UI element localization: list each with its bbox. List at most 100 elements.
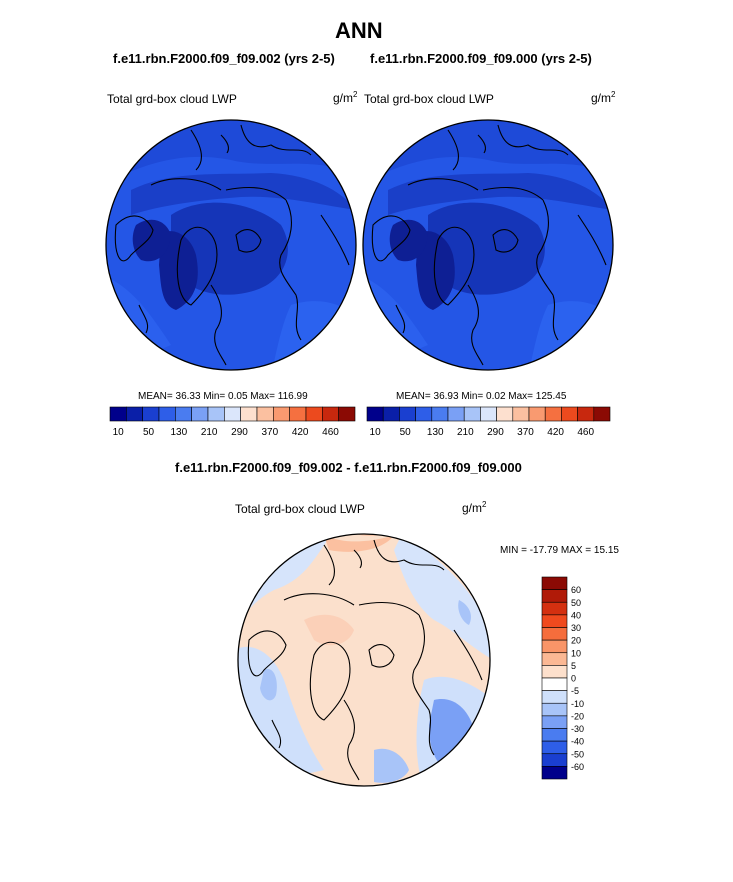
figure-title: ANN <box>335 18 383 43</box>
panel1-colorbar-tick-label: 290 <box>231 427 248 438</box>
panel2-colorbar-swatch <box>577 406 595 422</box>
diff-colorbar-swatch <box>541 665 568 679</box>
diff-colorbar-swatch <box>541 753 568 767</box>
panel1-colorbar-swatch <box>109 406 127 422</box>
panel1-colorbar-tick-label: 130 <box>170 427 187 438</box>
panel2-colorbar-tick-label: 50 <box>400 427 412 438</box>
panel1-colorbar-tick-label: 50 <box>143 427 155 438</box>
panel1-colorbar-tick-label: 210 <box>201 427 218 438</box>
diff-map <box>238 534 490 786</box>
diff-colorbar-swatch <box>541 677 568 691</box>
panel1-units: g/m2 <box>333 90 358 105</box>
panel1-colorbar-swatch <box>322 406 339 422</box>
panel1-colorbar-swatch <box>240 406 258 422</box>
diff-colorbar-label: -50 <box>571 749 584 759</box>
panel2-colorbar-swatch <box>431 406 449 422</box>
diff-colorbar-swatch <box>541 601 568 616</box>
panel2-colorbar-swatch <box>593 406 611 422</box>
panel1-map <box>106 120 356 370</box>
diff-colorbar-swatch <box>541 627 568 641</box>
panel2-colorbar-tick-label: 460 <box>577 427 594 438</box>
panel2-colorbar: 10 50 130 210 290 370 420 460 <box>366 406 611 438</box>
panel1-colorbar-swatch <box>175 406 192 422</box>
diff-colorbar-label: 0 <box>571 674 576 684</box>
panel2-colorbar-swatch <box>415 406 433 422</box>
panel1-stats: MEAN= 36.33 Min= 0.05 Max= 116.99 <box>138 391 308 402</box>
diff-colorbar-label: -30 <box>571 724 584 734</box>
diff-units: g/m2 <box>462 500 487 515</box>
panel2-colorbar-tick-label: 420 <box>547 427 564 438</box>
panel2-stats: MEAN= 36.93 Min= 0.02 Max= 125.45 <box>396 391 567 402</box>
panel2-case-title: f.e11.rbn.F2000.f09_f09.000 (yrs 2-5) <box>370 51 592 66</box>
diff-colorbar-label: 20 <box>571 636 581 646</box>
panel2-colorbar-swatch <box>447 406 465 422</box>
diff-colorbar-label: -20 <box>571 711 584 721</box>
panel2-colorbar-swatch <box>366 406 384 422</box>
diff-colorbar-label: -40 <box>571 737 584 747</box>
diff-colorbar-label: -5 <box>571 686 579 696</box>
diff-colorbar-swatch <box>541 639 568 654</box>
panel2-map-border <box>362 119 614 371</box>
panel2-colorbar-tick-label: 130 <box>427 427 444 438</box>
panel2-colorbar-tick-label: 10 <box>370 427 382 438</box>
diff-stats: MIN = -17.79 MAX = 15.15 <box>500 545 619 556</box>
panel1-colorbar-swatch <box>289 406 307 422</box>
panel2-colorbar-swatch <box>463 406 481 422</box>
panel1-colorbar-swatch <box>158 406 176 422</box>
diff-colorbar-label: 30 <box>571 623 581 633</box>
panel1-field-label: Total grd-box cloud LWP <box>107 92 237 106</box>
panel2-colorbar-swatch <box>561 406 578 422</box>
panel2-colorbar-tick-label: 210 <box>457 427 474 438</box>
diff-colorbar-swatch <box>541 740 568 755</box>
diff-colorbar-swatch <box>541 728 568 742</box>
panel2-colorbar-swatch <box>382 406 400 422</box>
panel1-colorbar-tick-label: 10 <box>113 427 125 438</box>
panel1-colorbar-swatch <box>305 406 323 422</box>
panel1-colorbar-swatch <box>142 406 160 422</box>
diff-colorbar-swatch <box>541 766 568 780</box>
panel1-colorbar-swatch <box>191 406 209 422</box>
diff-field-label: Total grd-box cloud LWP <box>235 502 365 516</box>
diff-colorbar-swatch <box>541 652 568 666</box>
panel2-colorbar-swatch <box>544 406 562 422</box>
panel1-colorbar-tick-label: 420 <box>292 427 309 438</box>
panel1-case-title: f.e11.rbn.F2000.f09_f09.002 (yrs 2-5) <box>113 51 335 66</box>
panel2-colorbar-swatch <box>496 406 514 422</box>
panel2-field-label: Total grd-box cloud LWP <box>364 92 494 106</box>
diff-colorbar-label: -60 <box>571 762 584 772</box>
panel1-colorbar: 10 50 130 210 290 370 420 460 <box>109 406 356 438</box>
diff-colorbar-label: -10 <box>571 699 584 709</box>
diff-colorbar-swatch <box>541 576 568 590</box>
diff-colorbar-label: 5 <box>571 661 576 671</box>
panel2-map <box>363 120 613 370</box>
diff-colorbar-label: 40 <box>571 610 581 620</box>
diff-colorbar-label: 50 <box>571 598 581 608</box>
diff-colorbar-label: 10 <box>571 648 581 658</box>
panel1-colorbar-swatch <box>273 406 290 422</box>
panel1-colorbar-swatch <box>207 406 225 422</box>
panel1-colorbar-tick-label: 370 <box>261 427 278 438</box>
diff-case-title: f.e11.rbn.F2000.f09_f09.002 - f.e11.rbn.… <box>175 460 522 475</box>
panel1-colorbar-swatch <box>224 406 241 422</box>
panel1-colorbar-swatch <box>256 406 274 422</box>
panel1-map-border <box>105 119 357 371</box>
panel2-colorbar-swatch <box>480 406 497 422</box>
diff-colorbar-label: 60 <box>571 585 581 595</box>
panel2-colorbar-swatch <box>399 406 416 422</box>
panel1-colorbar-tick-label: 460 <box>322 427 339 438</box>
panel2-colorbar-tick-label: 370 <box>517 427 534 438</box>
diff-colorbar-swatch <box>541 614 568 628</box>
diff-colorbar-swatch <box>541 589 568 603</box>
diff-map-border <box>237 533 491 787</box>
diff-colorbar-swatch <box>541 715 568 729</box>
panel2-colorbar-swatch <box>512 406 530 422</box>
diff-colorbar-swatch <box>541 702 568 717</box>
panel2-colorbar-swatch <box>528 406 546 422</box>
panel2-colorbar-tick-label: 290 <box>487 427 504 438</box>
panel1-colorbar-swatch <box>126 406 143 422</box>
diff-colorbar-swatch <box>541 690 568 704</box>
panel2-units: g/m2 <box>591 90 616 105</box>
panel1-colorbar-swatch <box>338 406 356 422</box>
